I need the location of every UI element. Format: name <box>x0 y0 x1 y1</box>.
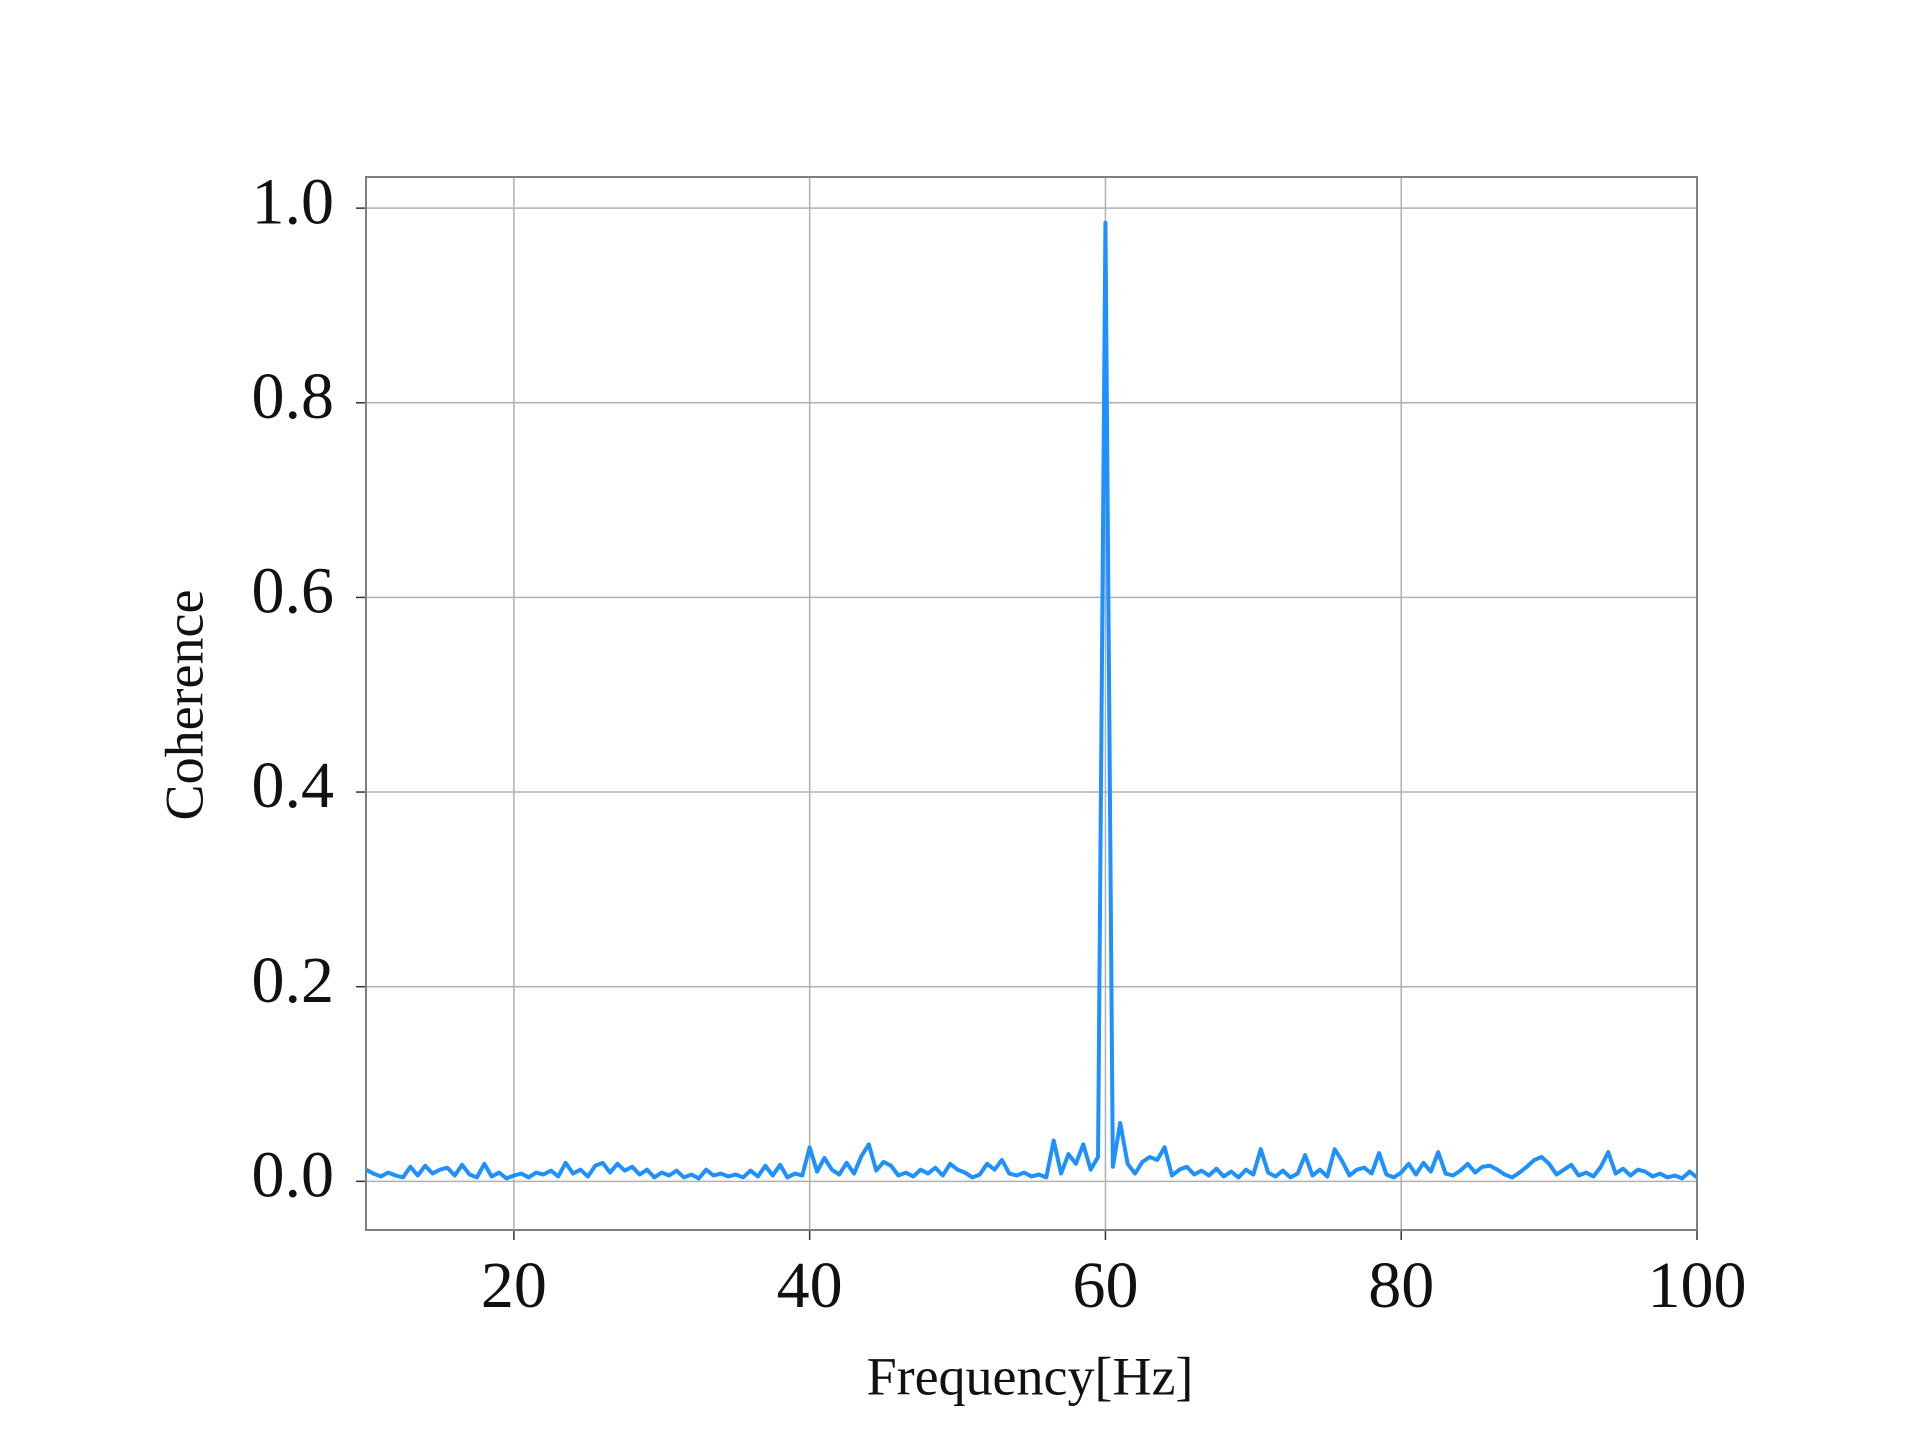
x-tick-label: 40 <box>777 1249 843 1322</box>
x-tick-label: 60 <box>1072 1249 1138 1322</box>
x-tick-label: 20 <box>481 1249 547 1322</box>
y-tick-label: 0.0 <box>252 1138 335 1211</box>
plot-frame <box>365 176 1698 1231</box>
y-tick-label: 0.6 <box>252 555 335 628</box>
x-tick-label: 80 <box>1368 1249 1434 1322</box>
x-axis-label: Frequency[Hz] <box>867 1346 1194 1406</box>
x-tick-label: 100 <box>1648 1249 1747 1322</box>
y-tick-label: 0.8 <box>252 360 335 433</box>
y-tick-label: 0.4 <box>252 749 335 822</box>
y-tick-label: 1.0 <box>252 165 335 238</box>
y-axis-label: Coherence <box>154 590 214 821</box>
data-line <box>365 220 1699 1181</box>
y-tick-label: 0.2 <box>252 944 335 1017</box>
